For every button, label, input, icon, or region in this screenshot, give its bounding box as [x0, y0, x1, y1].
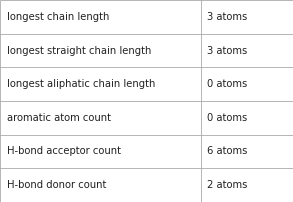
Text: longest chain length: longest chain length [7, 12, 110, 22]
Text: H-bond acceptor count: H-bond acceptor count [7, 146, 121, 157]
Text: 3 atoms: 3 atoms [207, 45, 247, 56]
Text: 0 atoms: 0 atoms [207, 79, 247, 89]
Text: 2 atoms: 2 atoms [207, 180, 247, 190]
Text: 0 atoms: 0 atoms [207, 113, 247, 123]
Text: longest straight chain length: longest straight chain length [7, 45, 152, 56]
Text: aromatic atom count: aromatic atom count [7, 113, 111, 123]
Text: longest aliphatic chain length: longest aliphatic chain length [7, 79, 156, 89]
Text: 3 atoms: 3 atoms [207, 12, 247, 22]
Text: 6 atoms: 6 atoms [207, 146, 247, 157]
Text: H-bond donor count: H-bond donor count [7, 180, 107, 190]
